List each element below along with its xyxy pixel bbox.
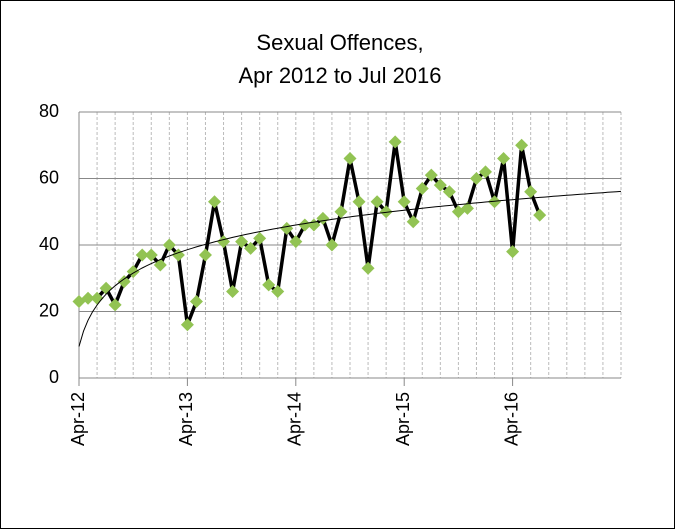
marker: [343, 152, 357, 166]
marker: [488, 195, 502, 209]
y-tick-label: 20: [39, 300, 59, 320]
marker: [189, 295, 203, 309]
marker: [289, 235, 303, 249]
marker: [479, 165, 492, 179]
y-tick-label: 40: [39, 234, 59, 254]
marker: [226, 285, 240, 299]
x-tick-label: Apr-13: [176, 392, 196, 446]
marker: [515, 138, 529, 152]
marker: [406, 215, 420, 229]
marker: [397, 195, 411, 209]
trendline: [78, 190, 622, 347]
marker: [235, 235, 249, 249]
marker: [271, 285, 285, 299]
marker: [352, 195, 366, 209]
marker: [388, 135, 402, 149]
marker: [424, 168, 438, 182]
y-tick-label: 0: [49, 367, 59, 387]
marker: [469, 172, 483, 185]
y-tick-label: 60: [39, 167, 59, 187]
y-tick-label: 80: [39, 101, 59, 121]
marker: [280, 221, 294, 235]
x-tick-label: Apr-15: [393, 392, 413, 446]
marker: [506, 245, 520, 259]
marker: [524, 185, 538, 199]
marker: [497, 152, 511, 166]
marker: [433, 178, 447, 192]
marker: [460, 201, 474, 215]
marker: [81, 291, 95, 305]
x-tick-label: Apr-16: [501, 392, 521, 446]
marker: [379, 205, 393, 219]
marker: [334, 205, 348, 219]
x-tick-label: Apr-12: [68, 392, 88, 446]
marker: [253, 231, 267, 245]
marker: [244, 241, 258, 255]
marker: [262, 278, 276, 292]
marker: [298, 218, 312, 232]
marker: [108, 298, 122, 312]
marker: [135, 248, 149, 262]
marker: [415, 181, 429, 195]
marker: [162, 238, 176, 252]
marker: [533, 208, 547, 222]
marker: [153, 258, 167, 272]
marker: [117, 275, 131, 289]
marker: [370, 195, 384, 209]
marker: [180, 318, 194, 332]
marker: [442, 185, 456, 199]
chart-title: Apr 2012 to Jul 2016: [238, 63, 441, 88]
x-tick-label: Apr-14: [285, 392, 305, 446]
chart-title: Sexual Offences,: [256, 30, 423, 55]
marker: [144, 248, 158, 262]
marker: [325, 238, 339, 252]
marker: [361, 261, 375, 275]
marker: [198, 248, 212, 262]
marker: [208, 195, 221, 209]
